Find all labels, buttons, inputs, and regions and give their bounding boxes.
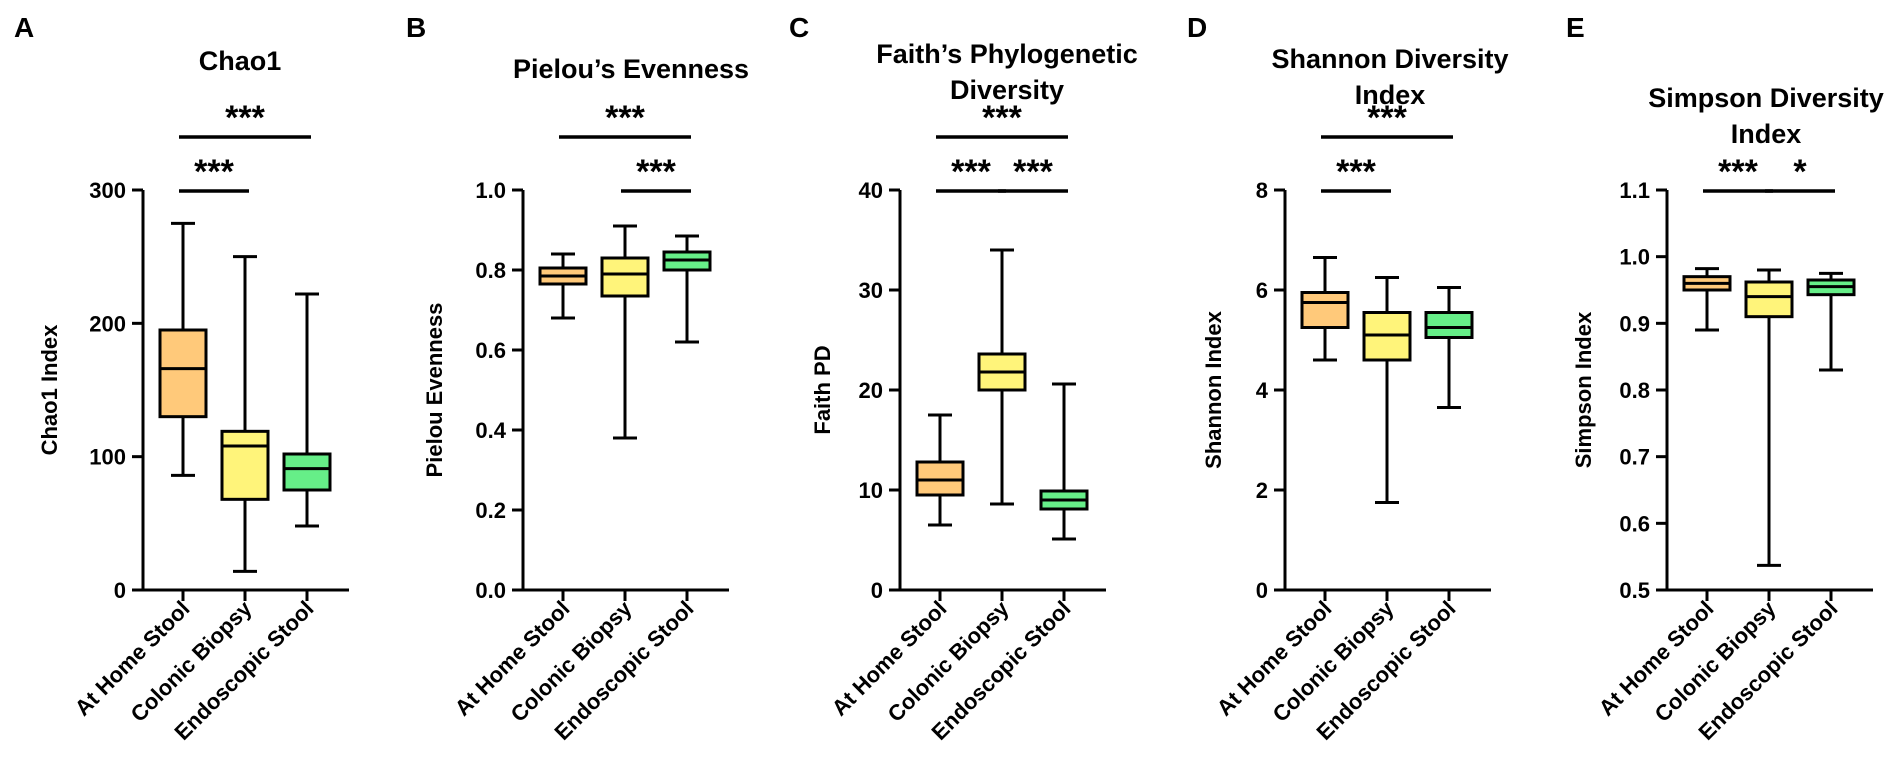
panel-c-ytick-label-2: 20 (859, 378, 883, 403)
panel-a-significance-2: *** (225, 99, 265, 137)
panel-a-letter: A (14, 12, 34, 43)
panel-d-ylabel: Shannon Index (1201, 310, 1226, 468)
panel-e-ytick-label-0: 0.5 (1619, 578, 1650, 603)
panel-c-ylabel: Faith PD (810, 345, 835, 434)
panel-b-title-line-1: Pielou’s Evenness (513, 54, 749, 84)
panel-b-ytick-label-2: 0.4 (475, 418, 506, 443)
panel-d-ytick-label-2: 4 (1256, 378, 1269, 403)
panel-a-box-3 (282, 452, 332, 492)
panel-d-significance-1: *** (1336, 153, 1376, 191)
panel-c-ytick-label-3: 30 (859, 278, 883, 303)
panel-e-box-2 (1744, 280, 1794, 319)
panel-c-significance-3: *** (982, 99, 1022, 137)
panel-a-ytick-label-0: 0 (114, 578, 126, 603)
panel-c-title-line-1: Faith’s Phylogenetic (876, 39, 1138, 69)
panel-c-letter: C (789, 12, 809, 43)
panel-b-ytick-label-3: 0.6 (475, 338, 506, 363)
panel-a-ytick-label-2: 200 (89, 311, 126, 336)
panel-b-ytick-label-0: 0.0 (475, 578, 506, 603)
panel-a-box-1 (158, 328, 208, 419)
panel-e-letter: E (1566, 12, 1585, 43)
panel-d-box-1 (1300, 291, 1350, 329)
panel-b-ytick-label-1: 0.2 (475, 498, 506, 523)
panel-d-box-3 (1424, 311, 1474, 339)
panel-a-ytick-label-1: 100 (89, 445, 126, 470)
panel-e-ylabel: Simpson Index (1571, 311, 1596, 468)
panel-d-ytick-label-1: 2 (1256, 478, 1268, 503)
panel-d-letter: D (1187, 12, 1207, 43)
panel-d-ytick-label-0: 0 (1256, 578, 1268, 603)
panel-e-ytick-label-4: 0.9 (1619, 311, 1650, 336)
panel-b-significance-1: *** (636, 153, 676, 191)
panel-e-ytick-label-3: 0.8 (1619, 378, 1650, 403)
panel-c-title-line-2: Diversity (950, 75, 1064, 105)
panel-d-title-line-1: Shannon Diversity (1271, 44, 1508, 74)
panel-e-ytick-label-1: 0.6 (1619, 511, 1650, 536)
panel-c-ytick-label-4: 40 (859, 178, 883, 203)
panel-e-ytick-label-5: 1.0 (1619, 245, 1650, 270)
panel-e-significance-1: *** (1718, 153, 1758, 191)
panel-d-ytick-label-3: 6 (1256, 278, 1268, 303)
panel-c-significance-2: *** (1013, 153, 1053, 191)
panel-b-letter: B (406, 12, 426, 43)
panel-c-ytick-label-1: 10 (859, 478, 883, 503)
panel-c-ytick-label-0: 0 (871, 578, 883, 603)
panel-e-ytick-label-2: 0.7 (1619, 445, 1650, 470)
panel-c-significance-1: *** (951, 153, 991, 191)
panel-b-ylabel: Pielou Evenness (422, 303, 447, 478)
panel-d-ytick-label-4: 8 (1256, 178, 1268, 203)
panel-e-title-line-2: Index (1731, 119, 1802, 149)
panel-a-ytick-label-3: 300 (89, 178, 126, 203)
panel-e-title-line-1: Simpson Diversity (1648, 83, 1884, 113)
panel-a-box-2 (220, 429, 270, 501)
panel-b-box-2 (600, 256, 650, 298)
panel-b-ytick-label-4: 0.8 (475, 258, 506, 283)
panel-a-ylabel: Chao1 Index (37, 324, 62, 456)
panel-d-title-line-2: Index (1355, 80, 1426, 110)
panel-b-significance-2: *** (605, 99, 645, 137)
panel-e-ytick-label-6: 1.1 (1619, 178, 1650, 203)
panel-b-ytick-label-5: 1.0 (475, 178, 506, 203)
panel-e-significance-2: * (1793, 153, 1807, 191)
panel-a-title-line-1: Chao1 (199, 46, 282, 76)
panel-a-significance-1: *** (194, 153, 234, 191)
panel-d-significance-2: *** (1367, 99, 1407, 137)
